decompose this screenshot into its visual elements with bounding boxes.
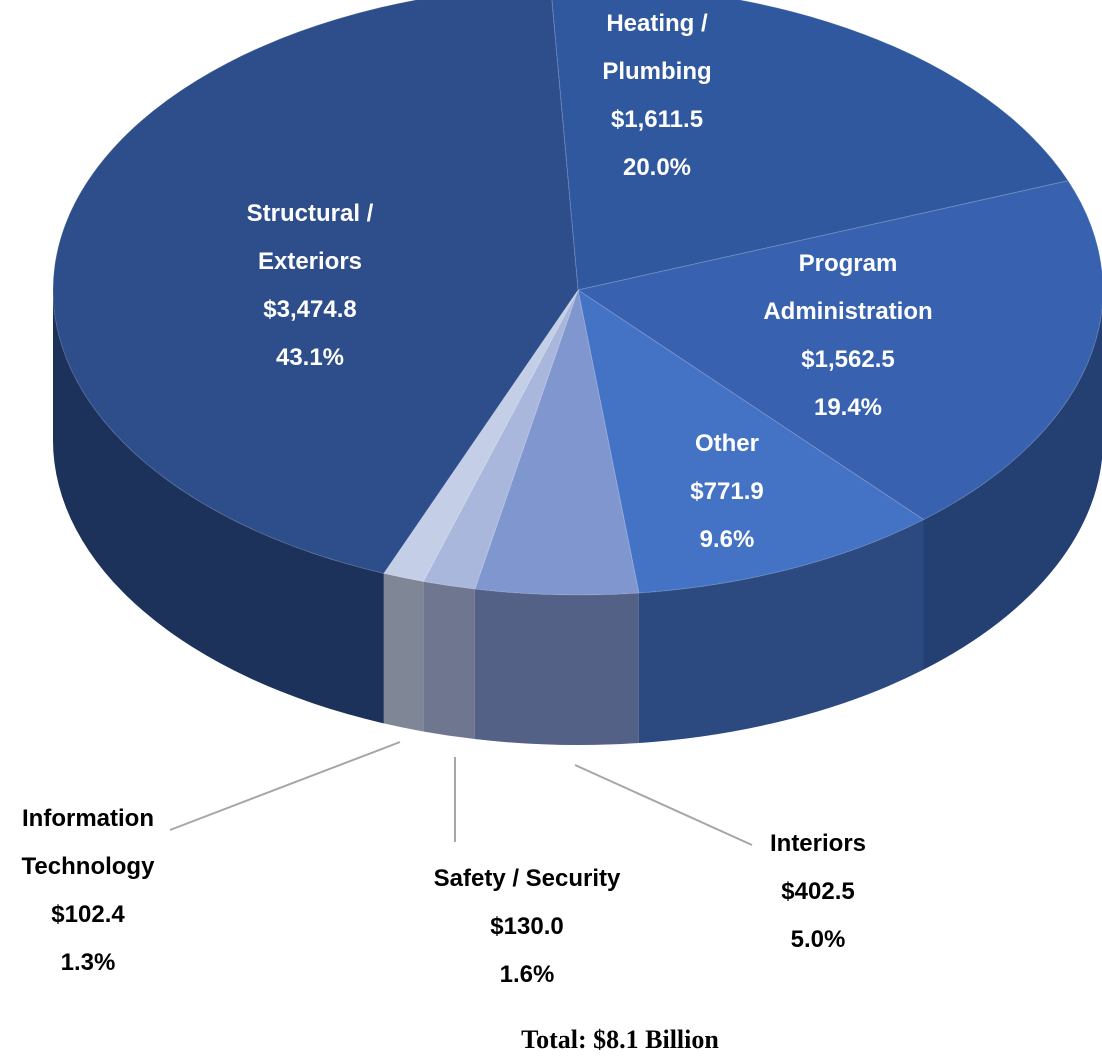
category-label: Heating / Plumbing xyxy=(602,10,712,85)
side-shade xyxy=(638,519,924,743)
percent-label: 9.6% xyxy=(699,526,755,553)
value-label: $771.9 xyxy=(690,478,764,505)
category-label: Information Technology xyxy=(21,805,155,880)
slice-label: Structural / Exteriors $3,474.8 43.1% xyxy=(205,190,415,382)
side-shade xyxy=(423,581,475,740)
category-label: Structural / Exteriors xyxy=(246,200,374,275)
category-label: Safety / Security xyxy=(433,865,621,892)
percent-label: 5.0% xyxy=(790,926,846,953)
pie-slice xyxy=(576,180,1102,521)
pie-side xyxy=(923,308,1102,670)
percent-label: 43.1% xyxy=(275,344,345,371)
pie-slice xyxy=(577,288,925,594)
slice-label: Heating / Plumbing $1,611.5 20.0% xyxy=(572,0,742,192)
slice-label: Program Administration $1,562.5 19.4% xyxy=(728,240,968,432)
side-shade xyxy=(923,308,1102,670)
value-label: $1,562.5 xyxy=(801,346,895,373)
percent-label: 1.3% xyxy=(60,949,116,976)
value-label: $130.0 xyxy=(490,913,564,940)
pie-tops xyxy=(52,0,1102,596)
side-shade xyxy=(383,573,424,732)
pie-slice xyxy=(52,0,579,574)
pie-side xyxy=(638,519,924,743)
pie-slice xyxy=(382,289,579,583)
percent-label: 20.0% xyxy=(622,154,692,181)
value-label: $102.4 xyxy=(51,901,125,928)
pie-side xyxy=(423,581,475,740)
value-label: $1,611.5 xyxy=(610,106,704,133)
side-shade xyxy=(53,290,384,724)
percent-label: 1.6% xyxy=(499,961,555,988)
caption: Total: $8.1 Billion xyxy=(521,1025,719,1054)
pie-side xyxy=(474,589,639,745)
pie-side xyxy=(53,290,384,724)
pie-sides xyxy=(53,290,1102,745)
value-label: $3,474.8 xyxy=(263,296,357,323)
slice-label: Interiors $402.5 5.0% xyxy=(743,820,893,964)
side-shade xyxy=(474,589,639,745)
percent-label: 19.4% xyxy=(813,394,883,421)
category-label: Interiors xyxy=(769,830,867,857)
slice-label: Information Technology $102.4 1.3% xyxy=(3,795,173,987)
pie-slice xyxy=(551,0,1070,291)
leader-line xyxy=(169,741,401,831)
pie-slice xyxy=(474,288,640,596)
pie-slice xyxy=(422,289,579,590)
category-label: Program Administration xyxy=(763,250,933,325)
category-label: Other xyxy=(694,430,759,457)
value-label: $402.5 xyxy=(781,878,855,905)
slice-label: Safety / Security $130.0 1.6% xyxy=(397,855,657,999)
pie-side xyxy=(383,573,424,732)
slice-label: Other $771.9 9.6% xyxy=(657,420,797,564)
leader-line xyxy=(574,764,753,846)
